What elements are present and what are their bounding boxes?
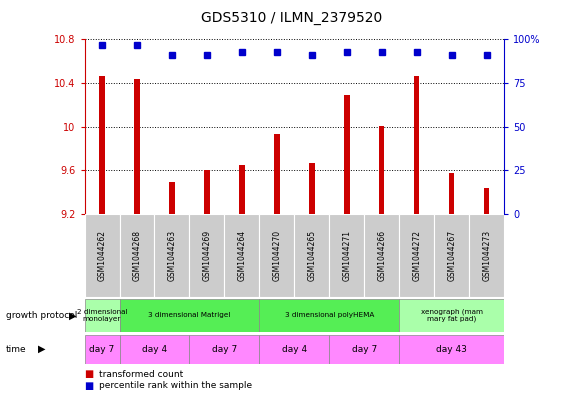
Bar bbox=[259, 335, 329, 364]
Bar bbox=[274, 134, 280, 214]
Text: percentile rank within the sample: percentile rank within the sample bbox=[99, 382, 252, 390]
Text: transformed count: transformed count bbox=[99, 370, 184, 378]
Text: day 7: day 7 bbox=[352, 345, 377, 354]
Bar bbox=[120, 299, 259, 332]
Text: day 4: day 4 bbox=[142, 345, 167, 354]
Bar bbox=[329, 335, 399, 364]
Text: GSM1044269: GSM1044269 bbox=[202, 230, 212, 281]
Bar bbox=[189, 335, 259, 364]
Bar bbox=[399, 214, 434, 297]
Text: day 7: day 7 bbox=[89, 345, 115, 354]
Text: GSM1044272: GSM1044272 bbox=[412, 230, 422, 281]
Text: growth protocol: growth protocol bbox=[6, 311, 77, 320]
Bar bbox=[189, 214, 224, 297]
Bar bbox=[85, 299, 120, 332]
Bar bbox=[344, 95, 349, 214]
Text: 2 dimensional
monolayer: 2 dimensional monolayer bbox=[77, 309, 127, 322]
Bar bbox=[469, 214, 504, 297]
Text: xenograph (mam
mary fat pad): xenograph (mam mary fat pad) bbox=[421, 309, 483, 322]
Text: 3 dimensional polyHEMA: 3 dimensional polyHEMA bbox=[285, 312, 374, 318]
Text: time: time bbox=[6, 345, 26, 354]
Text: GSM1044265: GSM1044265 bbox=[307, 230, 317, 281]
Bar bbox=[169, 182, 175, 214]
Bar bbox=[399, 335, 504, 364]
Bar bbox=[399, 299, 504, 332]
Text: GSM1044268: GSM1044268 bbox=[132, 230, 142, 281]
Bar bbox=[85, 335, 120, 364]
Bar bbox=[204, 171, 210, 214]
Bar bbox=[449, 173, 455, 214]
Bar bbox=[309, 163, 315, 214]
Bar bbox=[294, 214, 329, 297]
Text: GSM1044271: GSM1044271 bbox=[342, 230, 352, 281]
Text: GSM1044264: GSM1044264 bbox=[237, 230, 247, 281]
Text: GSM1044267: GSM1044267 bbox=[447, 230, 456, 281]
Text: GSM1044262: GSM1044262 bbox=[97, 230, 107, 281]
Bar bbox=[120, 214, 154, 297]
Bar bbox=[379, 126, 384, 214]
Text: GSM1044273: GSM1044273 bbox=[482, 230, 491, 281]
Text: GSM1044266: GSM1044266 bbox=[377, 230, 387, 281]
Bar bbox=[239, 165, 244, 214]
Text: GDS5310 / ILMN_2379520: GDS5310 / ILMN_2379520 bbox=[201, 11, 382, 25]
Bar bbox=[484, 188, 489, 214]
Bar bbox=[154, 214, 189, 297]
Text: day 7: day 7 bbox=[212, 345, 237, 354]
Bar bbox=[99, 77, 105, 214]
Bar bbox=[85, 214, 120, 297]
Bar bbox=[134, 79, 139, 214]
Text: ▶: ▶ bbox=[69, 310, 76, 320]
Text: ■: ■ bbox=[85, 369, 94, 379]
Text: ■: ■ bbox=[85, 381, 94, 391]
Bar bbox=[259, 214, 294, 297]
Bar bbox=[259, 299, 399, 332]
Text: day 4: day 4 bbox=[282, 345, 307, 354]
Bar bbox=[414, 77, 420, 214]
Text: day 43: day 43 bbox=[437, 345, 467, 354]
Bar bbox=[329, 214, 364, 297]
Bar bbox=[224, 214, 259, 297]
Text: 3 dimensional Matrigel: 3 dimensional Matrigel bbox=[148, 312, 231, 318]
Bar bbox=[434, 214, 469, 297]
Text: GSM1044263: GSM1044263 bbox=[167, 230, 177, 281]
Bar bbox=[120, 335, 189, 364]
Text: ▶: ▶ bbox=[38, 344, 45, 354]
Text: GSM1044270: GSM1044270 bbox=[272, 230, 282, 281]
Bar bbox=[364, 214, 399, 297]
